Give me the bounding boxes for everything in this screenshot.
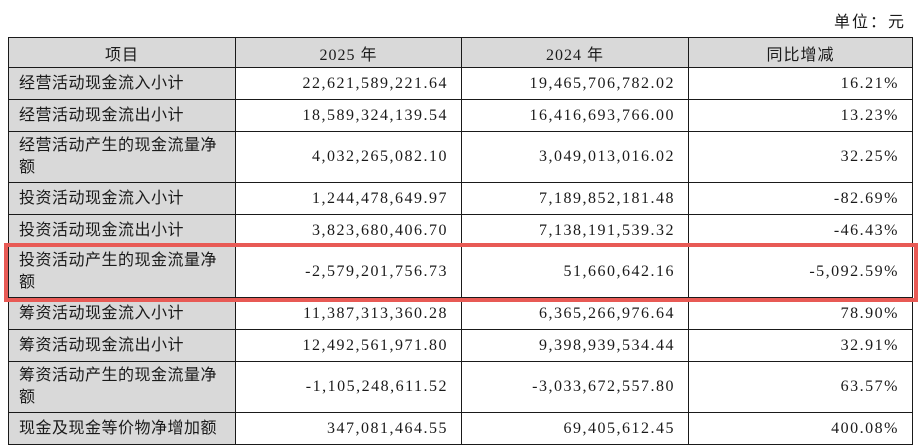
row-item-label: 现金及现金等价物净增加额 xyxy=(8,412,236,445)
row-item-label: 投资活动现金流入小计 xyxy=(8,182,236,215)
column-header-2024: 2024 年 xyxy=(461,37,689,68)
row-value-2024: 7,189,852,181.48 xyxy=(461,182,689,215)
column-header-yoy: 同比增减 xyxy=(688,37,913,68)
row-value-yoy: -82.69% xyxy=(688,182,913,215)
row-value-2024: 69,405,612.45 xyxy=(461,412,689,445)
table-row: 经营活动现金流出小计 18,589,324,139.54 16,416,693,… xyxy=(8,99,913,132)
row-value-2024: 6,365,266,976.64 xyxy=(461,297,689,330)
column-header-item: 项目 xyxy=(8,37,236,68)
row-value-yoy: 78.90% xyxy=(688,297,913,330)
table-row: 筹资活动现金流出小计 12,492,561,971.80 9,398,939,5… xyxy=(8,329,913,362)
row-value-2025: 22,621,589,221.64 xyxy=(235,67,462,100)
column-header-2025: 2025 年 xyxy=(235,37,462,68)
row-value-yoy: 32.91% xyxy=(688,329,913,362)
row-value-yoy: -5,092.59% xyxy=(688,246,913,298)
row-value-yoy: 400.08% xyxy=(688,412,913,445)
table-row: 筹资活动现金流入小计 11,387,313,360.28 6,365,266,9… xyxy=(8,297,913,330)
row-item-label: 筹资活动现金流入小计 xyxy=(8,297,236,330)
row-value-2025: 347,081,464.55 xyxy=(235,412,462,445)
row-item-label: 筹资活动产生的现金流量净额 xyxy=(8,361,236,413)
row-value-2025: -1,105,248,611.52 xyxy=(235,361,462,413)
row-value-yoy: 13.23% xyxy=(688,99,913,132)
row-item-label: 经营活动现金流出小计 xyxy=(8,99,236,132)
row-value-2025: 18,589,324,139.54 xyxy=(235,99,462,132)
row-value-2025: 11,387,313,360.28 xyxy=(235,297,462,330)
table-header-row: 项目 2025 年 2024 年 同比增减 xyxy=(8,37,913,68)
table-row: 经营活动产生的现金流量净额 4,032,265,082.10 3,049,013… xyxy=(8,131,913,183)
row-value-2024: 19,465,706,782.02 xyxy=(461,67,689,100)
row-value-2024: 16,416,693,766.00 xyxy=(461,99,689,132)
row-value-yoy: -46.43% xyxy=(688,214,913,247)
row-value-yoy: 16.21% xyxy=(688,67,913,100)
cash-flow-table: 项目 2025 年 2024 年 同比增减 经营活动现金流入小计 22,621,… xyxy=(8,37,913,445)
row-item-label: 投资活动现金流出小计 xyxy=(8,214,236,247)
table-row: 投资活动产生的现金流量净额 -2,579,201,756.73 51,660,6… xyxy=(8,246,913,298)
row-value-2025: 4,032,265,082.10 xyxy=(235,131,462,183)
table-row: 经营活动现金流入小计 22,621,589,221.64 19,465,706,… xyxy=(8,67,913,100)
row-item-label: 投资活动产生的现金流量净额 xyxy=(8,246,236,298)
row-value-2025: 1,244,478,649.97 xyxy=(235,182,462,215)
row-value-yoy: 32.25% xyxy=(688,131,913,183)
row-value-2025: 12,492,561,971.80 xyxy=(235,329,462,362)
row-item-label: 筹资活动现金流出小计 xyxy=(8,329,236,362)
row-value-2024: 3,049,013,016.02 xyxy=(461,131,689,183)
row-item-label: 经营活动现金流入小计 xyxy=(8,67,236,100)
row-value-2024: 51,660,642.16 xyxy=(461,246,689,298)
row-value-2024: 9,398,939,534.44 xyxy=(461,329,689,362)
table-row: 投资活动现金流入小计 1,244,478,649.97 7,189,852,18… xyxy=(8,182,913,215)
table-row: 投资活动现金流出小计 3,823,680,406.70 7,138,191,53… xyxy=(8,214,913,247)
row-value-2024: -3,033,672,557.80 xyxy=(461,361,689,413)
row-value-2025: 3,823,680,406.70 xyxy=(235,214,462,247)
unit-label: 单位：元 xyxy=(833,14,906,31)
table-row: 筹资活动产生的现金流量净额 -1,105,248,611.52 -3,033,6… xyxy=(8,361,913,413)
row-value-2024: 7,138,191,539.32 xyxy=(461,214,689,247)
row-item-label: 经营活动产生的现金流量净额 xyxy=(8,131,236,183)
row-value-yoy: 63.57% xyxy=(688,361,913,413)
row-value-2025: -2,579,201,756.73 xyxy=(235,246,462,298)
table-row: 现金及现金等价物净增加额 347,081,464.55 69,405,612.4… xyxy=(8,412,913,445)
